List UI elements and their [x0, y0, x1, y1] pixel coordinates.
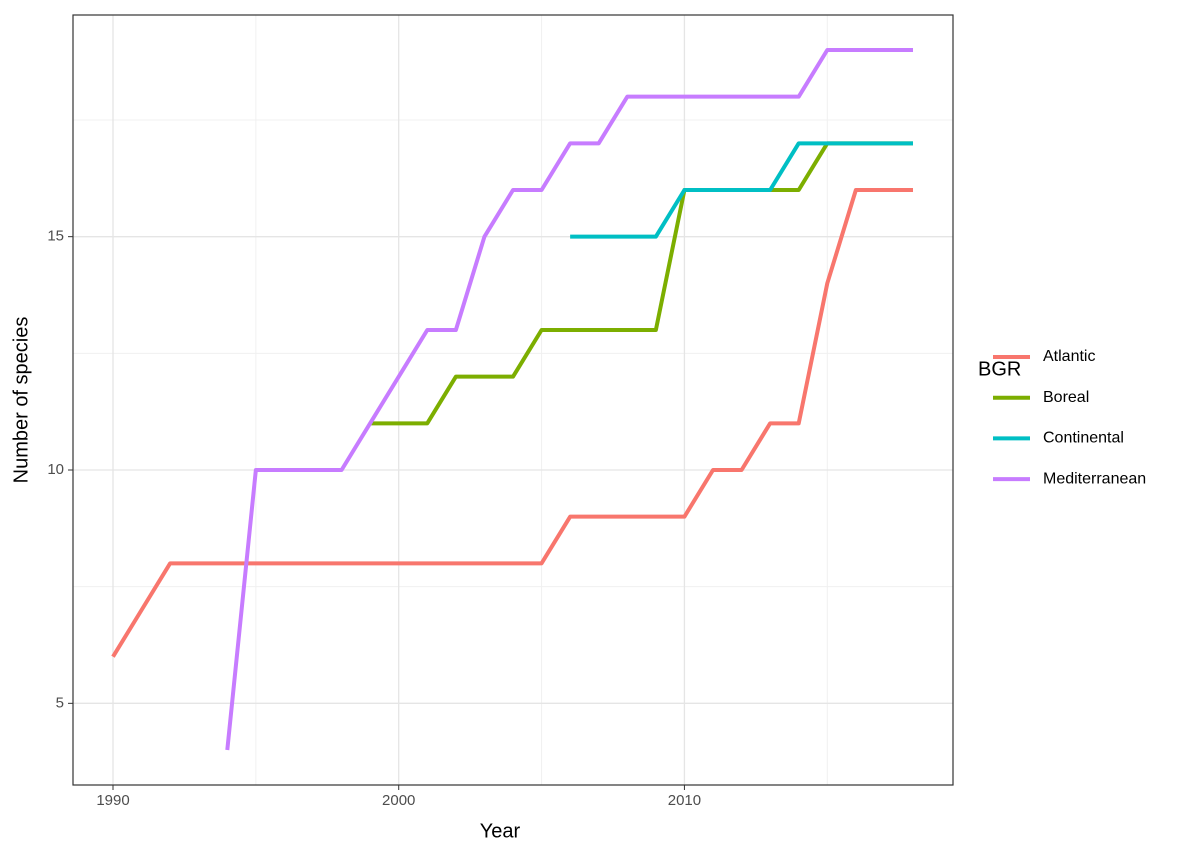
- y-tick-label: 15: [47, 228, 64, 245]
- series-line: [370, 141, 913, 426]
- lines: [111, 48, 913, 751]
- x-tick-label: 1990: [96, 792, 129, 809]
- series-line: [225, 48, 913, 751]
- legend-label: Atlantic: [1043, 348, 1095, 365]
- legend-title: BGR: [978, 358, 1021, 380]
- x-tick-label: 2000: [382, 792, 415, 809]
- series-line: [570, 141, 913, 239]
- legend-label: Continental: [1043, 430, 1124, 447]
- x-axis-title: Year: [480, 820, 521, 842]
- panel-border: [72, 14, 954, 786]
- x-tick-label: 2010: [668, 792, 701, 809]
- legend: Atlantic Boreal Continental Mediterranean: [993, 348, 1146, 487]
- y-tick-label: 10: [47, 461, 64, 478]
- legend-label: Mediterranean: [1043, 470, 1146, 487]
- y-axis-title: Number of species: [10, 317, 32, 484]
- legend-label: Boreal: [1043, 389, 1089, 406]
- y-tick-label: 5: [56, 694, 64, 711]
